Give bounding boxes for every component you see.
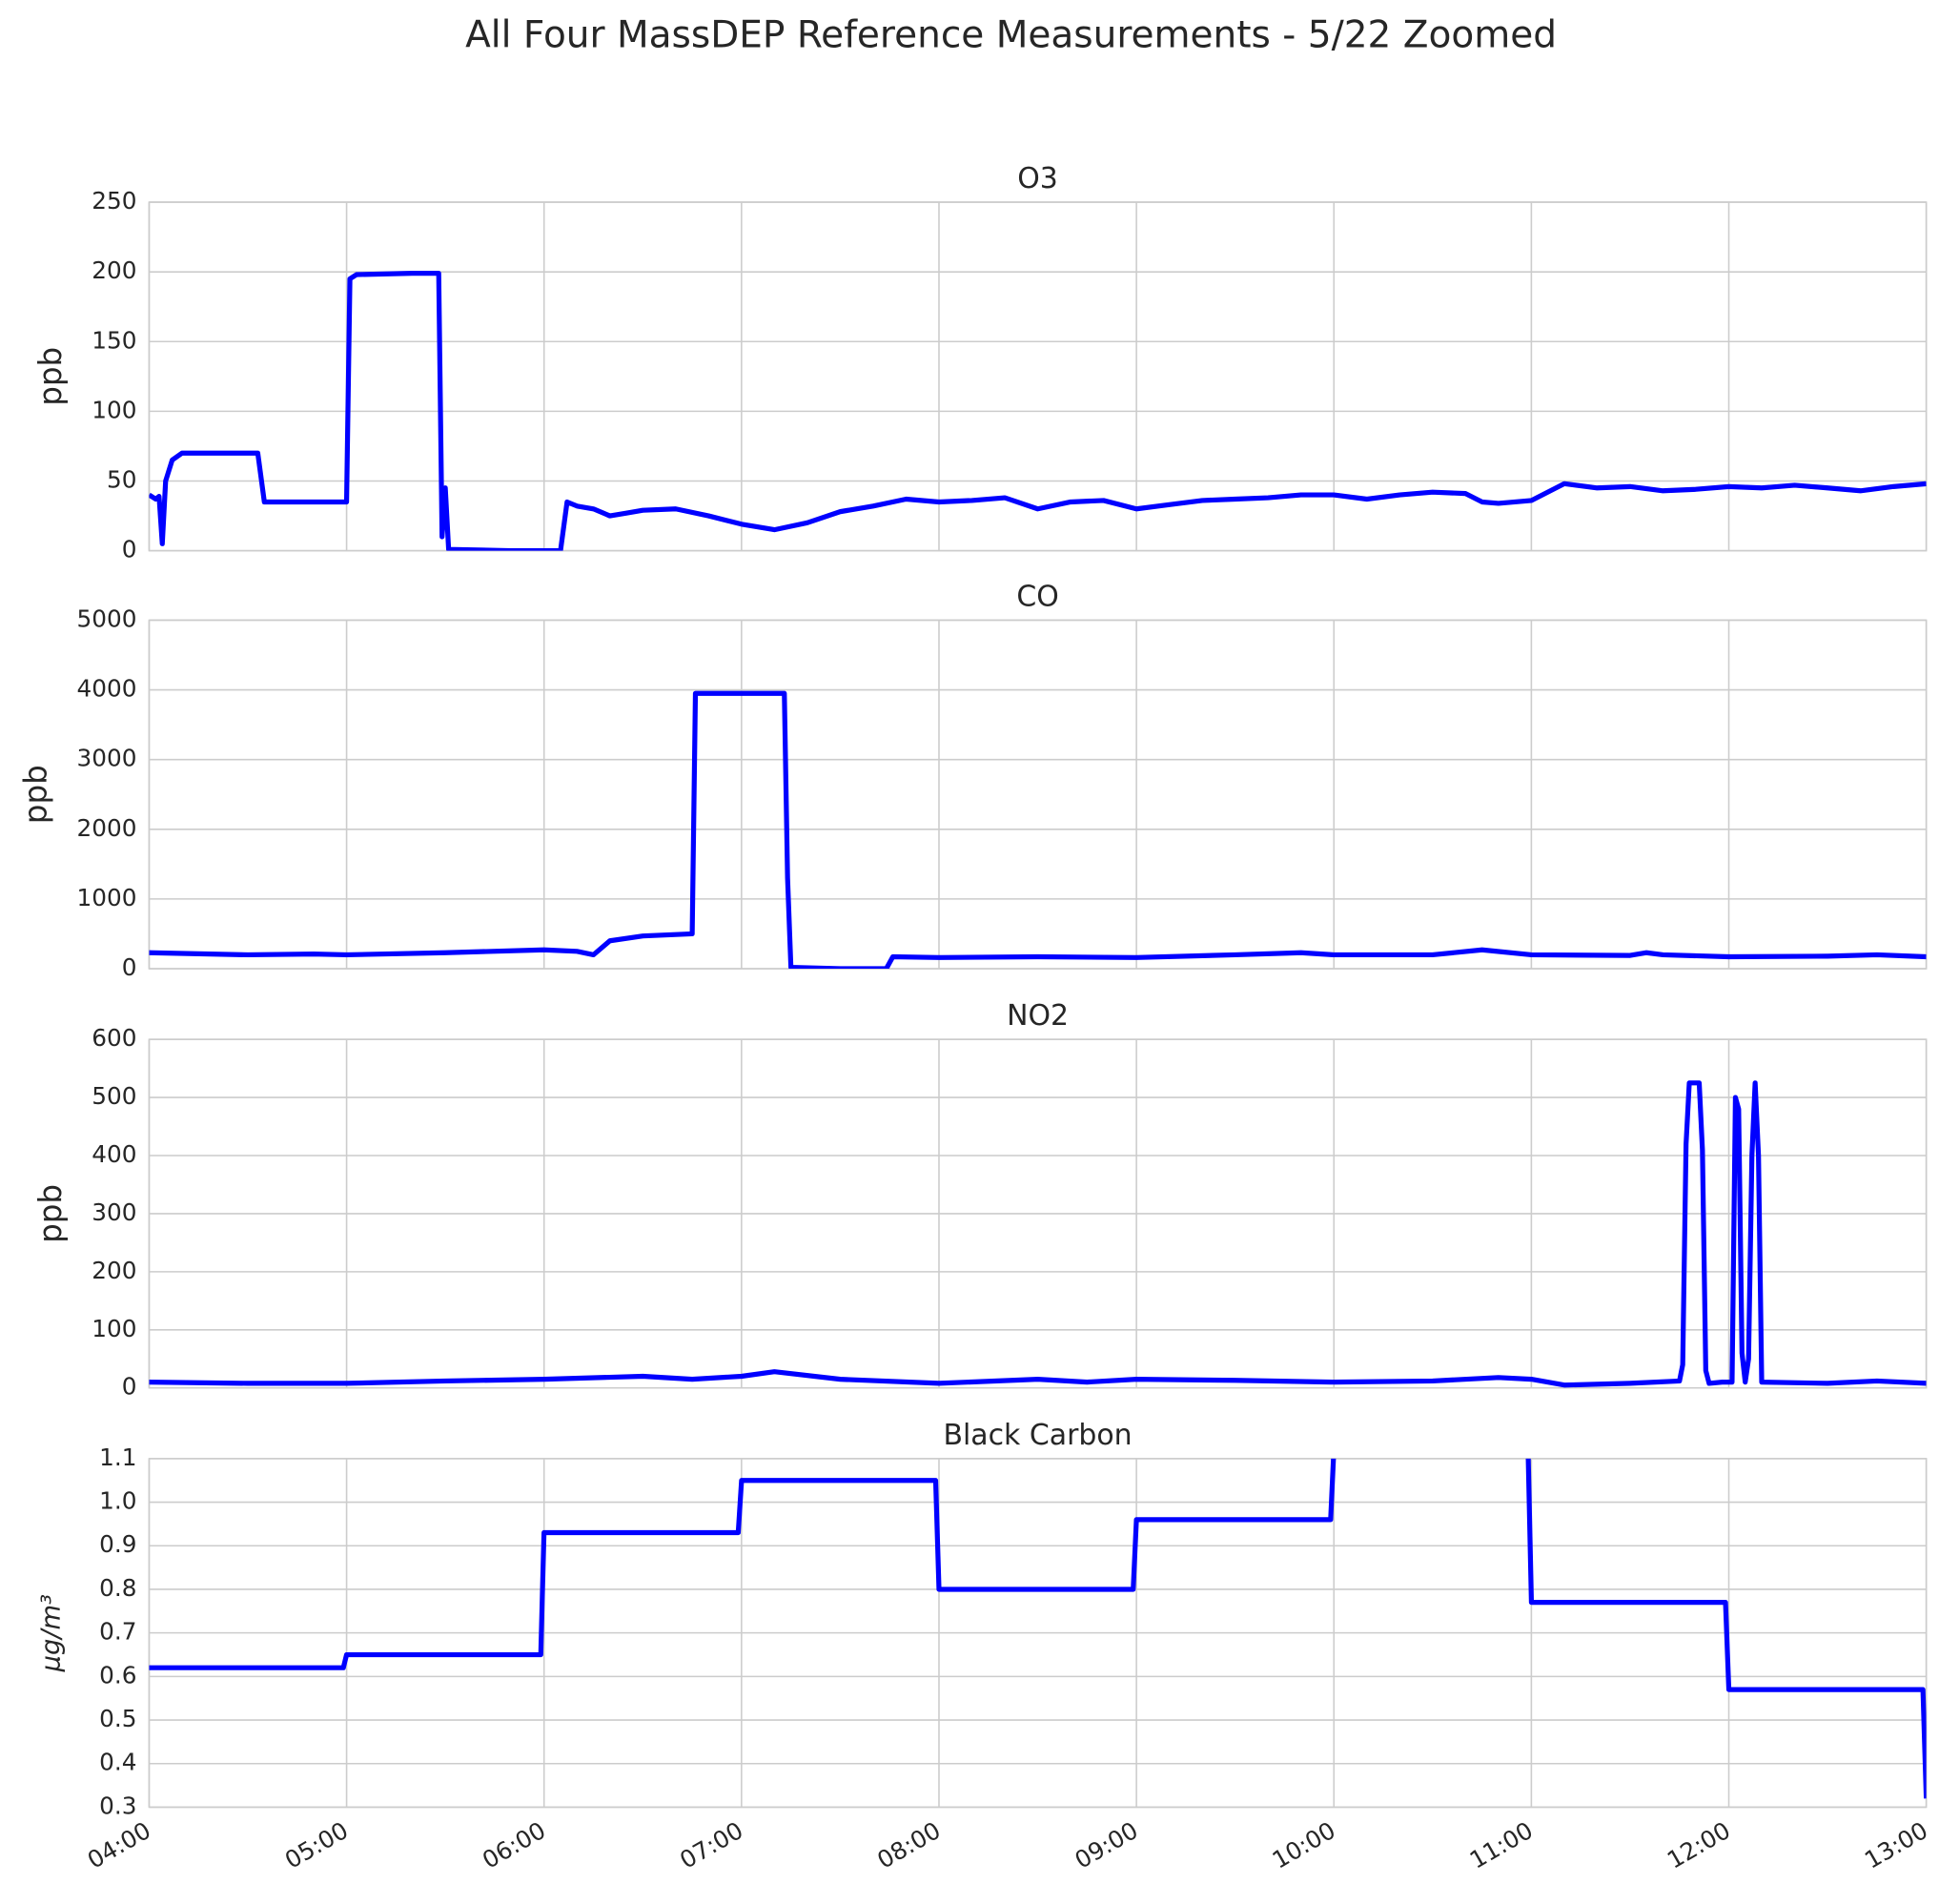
y-tick-label: 0.4 [99,1749,136,1776]
y-tick-label: 0 [122,1373,137,1401]
data-line [149,1458,1927,1799]
x-tick-label: 09:00 [1070,1816,1142,1874]
subplot-title: NO2 [1007,999,1069,1033]
x-tick-label: 11:00 [1465,1816,1538,1874]
y-tick-label: 0.6 [99,1661,136,1689]
subplot-title: Black Carbon [943,1419,1132,1452]
y-tick-label: 0 [122,536,137,563]
y-tick-label: 100 [92,1315,136,1342]
y-axis-label: ppb [32,1184,69,1243]
y-tick-label: 200 [92,256,136,284]
x-tick-label: 08:00 [872,1816,945,1874]
x-tick-label: 07:00 [675,1816,747,1874]
y-tick-label: 0 [122,953,137,981]
data-line [149,690,1927,970]
plot-area [148,619,1928,970]
subplot-title: O3 [1017,162,1058,195]
y-tick-label: 0.3 [99,1791,136,1819]
x-tick-label: 04:00 [83,1816,155,1874]
y-axis-label: ppb [32,347,69,406]
data-line [149,270,1927,551]
x-tick-label: 10:00 [1268,1816,1340,1874]
y-tick-label: 3000 [77,745,137,772]
data-line [149,1080,1927,1388]
y-tick-label: 200 [92,1257,136,1284]
x-tick-label: 05:00 [280,1816,353,1874]
y-tick-label: 0.9 [99,1530,136,1558]
y-tick-label: 1.0 [99,1487,136,1515]
y-tick-label: 150 [92,326,136,354]
x-tick-label: 13:00 [1860,1816,1932,1874]
y-tick-label: 600 [92,1024,136,1052]
y-tick-label: 100 [92,396,136,423]
subplot-title: CO [1016,581,1058,614]
y-axis-label: μg/m³ [36,1594,66,1672]
plot-area [148,201,1928,552]
y-tick-label: 0.8 [99,1574,136,1602]
y-tick-label: 1000 [77,884,137,911]
y-tick-label: 250 [92,187,136,215]
x-tick-label: 06:00 [478,1816,550,1874]
y-tick-label: 300 [92,1198,136,1226]
y-tick-label: 4000 [77,675,137,703]
y-axis-label: ppb [17,765,53,824]
chart-title: All Four MassDEP Reference Measurements … [465,14,1557,57]
y-tick-label: 50 [107,465,136,493]
x-tick-label: 12:00 [1663,1816,1735,1874]
y-tick-label: 0.5 [99,1705,136,1732]
y-tick-label: 500 [92,1082,136,1110]
y-tick-label: 2000 [77,814,137,842]
y-tick-label: 5000 [77,604,137,632]
y-tick-label: 0.7 [99,1618,136,1646]
y-tick-label: 1.1 [99,1443,136,1471]
y-tick-label: 400 [92,1140,136,1168]
